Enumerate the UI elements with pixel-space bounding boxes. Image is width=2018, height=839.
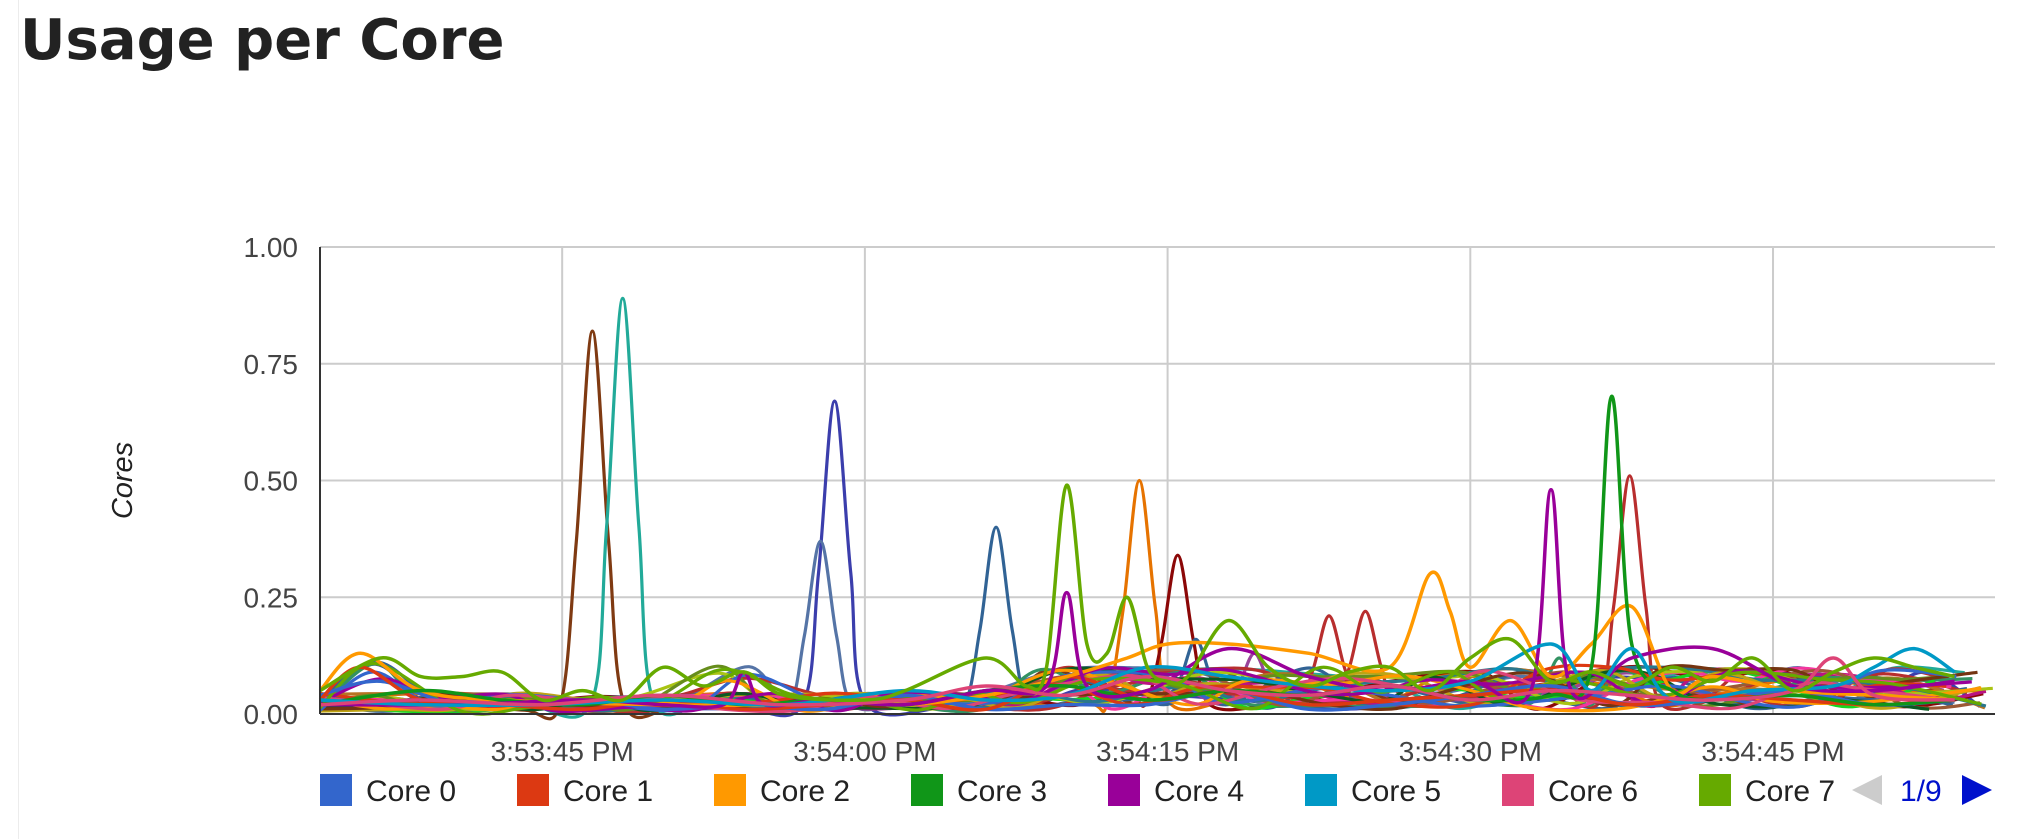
x-tick-label: 3:54:45 PM [1701, 736, 1844, 767]
series-line-core-6 [319, 656, 1955, 707]
y-tick-label: 0.25 [244, 582, 299, 613]
legend-page-indicator: 1/9 [1900, 775, 1942, 808]
page-title: Usage per Core [20, 8, 505, 73]
legend-label: Core 3 [957, 775, 1047, 808]
triangle-left-icon[interactable] [1852, 775, 1882, 805]
legend-label: Core 6 [1548, 775, 1638, 808]
legend-label: Core 5 [1351, 775, 1441, 808]
legend-swatch [1502, 774, 1534, 806]
x-tick-label: 3:54:30 PM [1399, 736, 1542, 767]
legend-label: Core 4 [1154, 775, 1244, 808]
y-axis-title: Cores [107, 442, 139, 519]
y-tick-label: 0.75 [244, 349, 299, 380]
series-line-core-3 [319, 394, 1955, 707]
left-border [18, 0, 19, 839]
legend-swatch [517, 774, 549, 806]
x-tick-label: 3:53:45 PM [491, 736, 634, 767]
series-line-core-7 [319, 483, 1955, 703]
legend-swatch [1305, 774, 1337, 806]
legend-label: Core 1 [563, 775, 653, 808]
legend-label: Core 2 [760, 775, 850, 808]
legend-swatch [1108, 774, 1140, 806]
series-line-core-5 [319, 642, 1956, 707]
legend-swatch [320, 774, 352, 806]
axes: 0.00 0.25 0.50 0.75 1.00 3:53:45 PM 3:54:00 PM… [107, 232, 1995, 767]
x-tick-label: 3:54:00 PM [793, 736, 936, 767]
x-tick-label: 3:54:15 PM [1096, 736, 1239, 767]
legend-swatch [1699, 774, 1731, 806]
series-lines [318, 394, 1956, 712]
legend-swatch [714, 774, 746, 806]
triangle-right-icon[interactable] [1962, 775, 1992, 805]
y-tick-label: 1.00 [244, 232, 299, 263]
legend: Core 0 Core 1 Core 2 Core 3 Core 4 Core 5 Core… [320, 774, 1992, 808]
y-tick-label: 0.50 [244, 466, 299, 497]
legend-label: Core 0 [366, 775, 456, 808]
legend-swatch [911, 774, 943, 806]
legend-label: Core 7 [1745, 775, 1835, 808]
y-tick-label: 0.00 [244, 699, 299, 730]
grid-lines [320, 246, 1995, 714]
additional-core-series [318, 296, 1993, 721]
